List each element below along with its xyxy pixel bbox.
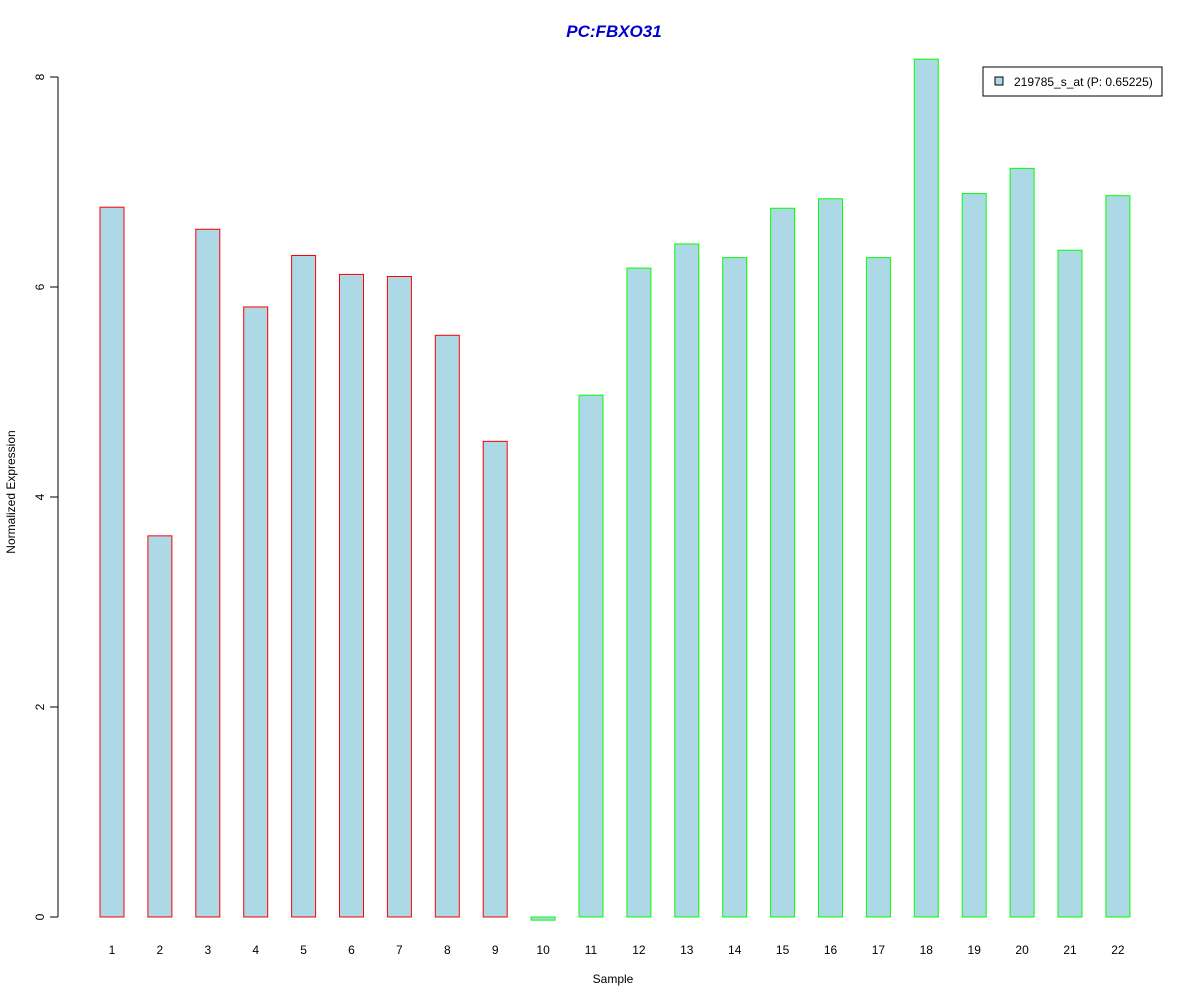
legend-box: [982, 66, 1163, 97]
y-tick-label: 8: [33, 73, 47, 80]
bar-sample-4: [243, 306, 269, 918]
bar-sample-16: [818, 198, 843, 918]
bar-sample-13: [674, 243, 700, 918]
x-tick-label: 4: [252, 943, 259, 957]
legend: 219785_s_at (P: 0.65225): [982, 66, 1163, 97]
x-tick-label: 14: [728, 943, 742, 957]
bar-sample-17: [865, 257, 891, 918]
x-tick-label: 22: [1111, 943, 1125, 957]
bar-sample-21: [1057, 249, 1083, 918]
bar-sample-22: [1105, 195, 1131, 918]
x-tick-label: 15: [776, 943, 790, 957]
x-tick-label: 3: [204, 943, 211, 957]
x-tick-labels: 1 2 3 4 5 6 7 8 9 10 11 12 13 14 15 16 17 18 19 20 21 22: [109, 943, 1125, 957]
x-tick-label: 12: [632, 943, 646, 957]
x-tick-label: 20: [1015, 943, 1029, 957]
y-axis: 0 2 4 6 8: [33, 73, 59, 920]
bar-sample-12: [626, 267, 652, 918]
bar-sample-15: [770, 207, 796, 918]
x-tick-label: 5: [300, 943, 307, 957]
x-tick-label: 13: [680, 943, 694, 957]
x-tick-label: 21: [1063, 943, 1077, 957]
legend-label: 219785_s_at (P: 0.65225): [1014, 75, 1153, 89]
bar-sample-8: [434, 334, 460, 918]
x-tick-label: 2: [157, 943, 164, 957]
x-tick-label: 17: [872, 943, 886, 957]
x-tick-label: 6: [348, 943, 355, 957]
y-tick-label: 2: [33, 703, 47, 710]
bar-sample-19: [961, 193, 987, 918]
x-tick-label: 18: [920, 943, 934, 957]
y-tick-label: 0: [33, 913, 47, 920]
bar-sample-20: [1009, 167, 1035, 918]
bar-sample-2: [147, 535, 173, 918]
bar-sample-6: [339, 273, 364, 918]
x-tick-label: 19: [968, 943, 982, 957]
bars-group: [99, 58, 1131, 921]
bar-sample-9: [482, 440, 508, 918]
x-tick-label: 16: [824, 943, 838, 957]
legend-swatch: [994, 76, 1004, 86]
y-tick-label: 4: [33, 493, 47, 500]
bar-sample-7: [386, 276, 412, 918]
x-tick-label: 8: [444, 943, 451, 957]
bar-sample-1: [99, 206, 125, 918]
bar-sample-3: [195, 228, 221, 918]
y-tick-label: 6: [33, 283, 47, 290]
bar-sample-10: [530, 916, 556, 921]
y-axis-label: Normalized Expression: [4, 430, 18, 553]
chart-title: PC:FBXO31: [566, 22, 661, 41]
x-tick-label: 7: [396, 943, 403, 957]
bar-sample-11: [578, 394, 604, 918]
bar-sample-18: [913, 58, 939, 918]
x-axis-label: Sample: [593, 972, 634, 986]
x-tick-label: 1: [109, 943, 116, 957]
bar-sample-14: [722, 257, 748, 918]
x-tick-label: 10: [536, 943, 550, 957]
x-tick-label: 11: [585, 943, 598, 957]
x-tick-label: 9: [492, 943, 499, 957]
bar-sample-5: [291, 255, 317, 918]
